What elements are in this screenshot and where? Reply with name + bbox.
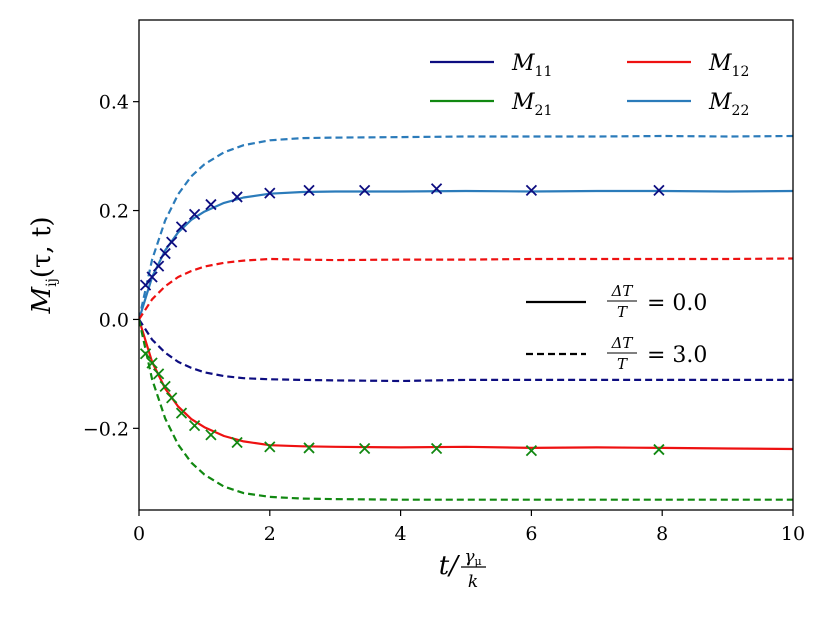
marker-m11-8 (231, 191, 243, 203)
marker-m11-4 (166, 236, 178, 248)
x-axis-label-main: t/ (439, 551, 460, 581)
x-axis-label: t/ γμ k (439, 547, 486, 592)
legend-style-den-0: T (617, 303, 628, 321)
legend-style: ΔT T = 0.0 ΔT T = 3.0 (526, 282, 707, 373)
x-tick-label-3: 6 (525, 523, 537, 545)
marker-m11-0 (139, 279, 152, 291)
marker-m21-6 (188, 419, 201, 432)
marker-m11-13 (525, 184, 538, 197)
marker-m11-2 (152, 260, 165, 272)
y-tick-label-3: 0.4 (99, 92, 129, 114)
plot-lines (139, 134, 793, 501)
x-tick-label-1: 2 (264, 523, 276, 545)
series-line-m11-dashed (139, 318, 793, 383)
y-axis-label-sub: ij (44, 278, 60, 287)
marker-m21-9 (264, 441, 276, 453)
marker-m11-10 (303, 184, 315, 197)
y-axis-label-args: (τ, t) (27, 216, 57, 278)
marker-m21-3 (159, 380, 171, 393)
legend-label-sub: 12 (732, 64, 750, 80)
legend-label-m21: M21 (511, 90, 552, 119)
y-axis-label: Mij(τ, t) (27, 216, 60, 314)
legend-style-value-0: = 0.0 (647, 291, 707, 316)
marker-m11-9 (264, 187, 276, 199)
legend-label-m11: M11 (511, 51, 552, 80)
x-tick-label-0: 0 (133, 523, 145, 545)
legend-style-num-1: ΔT (611, 334, 634, 352)
marker-m21-13 (525, 445, 538, 457)
marker-m21-4 (166, 392, 178, 404)
marker-m11-12 (430, 183, 443, 195)
y-tick-label-1: 0.0 (99, 309, 129, 331)
legend-style-den-1: T (617, 355, 628, 373)
series-line-m12-solid (139, 319, 793, 451)
legend-style-value-1: = 3.0 (647, 343, 707, 368)
x-tick-label-2: 4 (395, 523, 407, 545)
legend-style-num-0: ΔT (611, 282, 634, 300)
plot-markers (139, 183, 665, 457)
y-tick-label-2: 0.2 (99, 201, 129, 223)
marker-m11-6 (188, 208, 201, 221)
series-line-m21-dashed (139, 319, 793, 501)
plot-frame (138, 19, 794, 511)
marker-m11-1 (146, 271, 158, 283)
marker-m21-10 (303, 442, 315, 454)
legend-label-main: M (708, 90, 732, 115)
marker-m21-14 (653, 443, 665, 456)
series-line-m22-dashed (139, 134, 793, 320)
marker-m11-3 (159, 247, 171, 260)
axis-ticks: 0 2 4 6 8 10 −0.2 0.0 0.2 0.4 (83, 92, 805, 545)
legend-label-main: M (511, 51, 535, 76)
legend-label-sub: 11 (535, 64, 553, 80)
y-axis-label-main: M (27, 286, 57, 315)
series-line-m22-solid (139, 189, 793, 320)
marker-m11-5 (175, 221, 188, 233)
legend-label-m22: M22 (708, 90, 749, 119)
marker-m21-8 (231, 436, 243, 449)
legend-label-sub: 21 (535, 103, 553, 119)
marker-m21-2 (152, 368, 165, 380)
marker-m11-14 (653, 184, 665, 197)
marker-m21-0 (139, 348, 152, 360)
legend-label-m12: M12 (708, 51, 749, 80)
x-axis-label-num-sub: μ (475, 555, 482, 568)
legend-label-main: M (511, 90, 535, 115)
marker-m11-11 (358, 184, 371, 197)
marker-m21-11 (358, 442, 371, 455)
legend-label-main: M (708, 51, 732, 76)
legend-label-sub: 22 (732, 103, 750, 119)
x-tick-label-5: 10 (781, 523, 805, 545)
marker-m21-7 (205, 429, 217, 441)
x-axis-label-den: k (468, 572, 478, 592)
marker-m21-1 (146, 357, 158, 369)
x-axis-label-num-main: γ (464, 547, 475, 567)
marker-m21-12 (430, 442, 443, 455)
series-line-m12-dashed (139, 257, 793, 321)
x-tick-label-4: 8 (656, 523, 668, 545)
y-tick-label-0: −0.2 (83, 418, 129, 440)
marker-m11-7 (205, 198, 217, 211)
x-axis-label-num: γμ (464, 547, 481, 568)
marker-m21-5 (175, 407, 188, 419)
